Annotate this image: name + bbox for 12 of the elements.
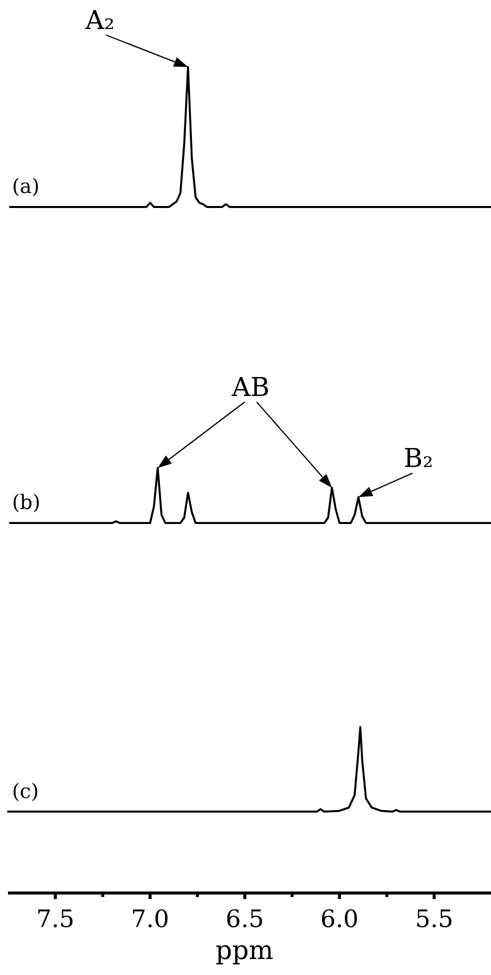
text: (c) <box>12 779 39 803</box>
x-tick-label: 5.5 <box>415 905 454 933</box>
text: AB <box>230 373 270 403</box>
x-axis-title: ppm <box>216 936 274 966</box>
x-tick-label: 7.5 <box>36 905 74 933</box>
text: (a) <box>12 174 40 198</box>
x-tick-label: 6.5 <box>226 905 264 933</box>
text: A₂ <box>84 6 115 36</box>
x-tick-label: 7.0 <box>130 905 170 933</box>
text: (b) <box>12 490 40 514</box>
x-tick-label: 6.0 <box>320 905 359 933</box>
annotation: B₂ <box>404 444 434 474</box>
